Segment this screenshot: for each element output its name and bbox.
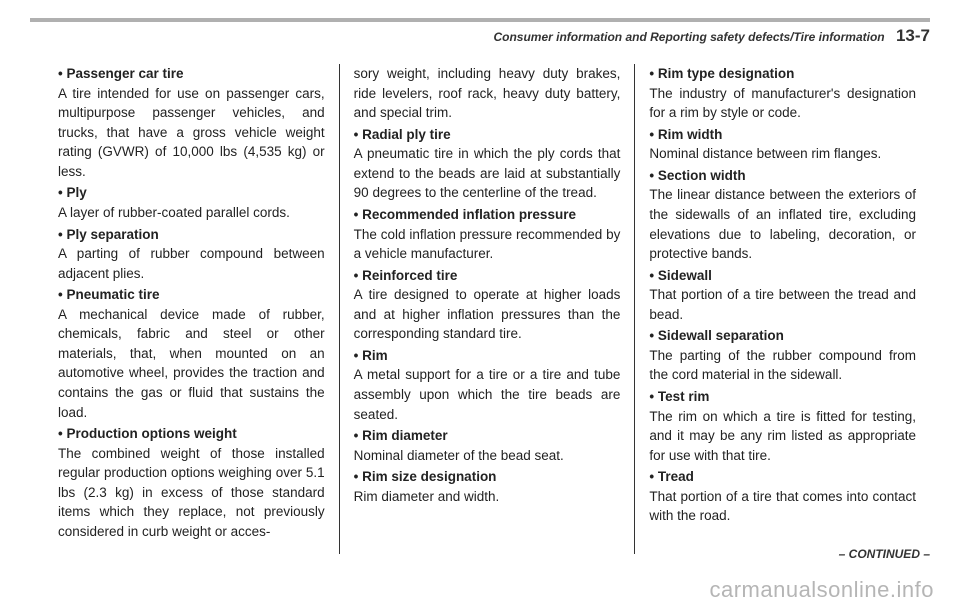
term: Rim bbox=[354, 346, 621, 366]
term: Ply separation bbox=[58, 225, 325, 245]
term: Radial ply tire bbox=[354, 125, 621, 145]
term: Rim size designation bbox=[354, 467, 621, 487]
content-columns: Passenger car tire A tire intended for u… bbox=[30, 64, 930, 554]
definition: Rim diameter and width. bbox=[354, 487, 621, 507]
definition: That portion of a tire between the tread… bbox=[649, 285, 916, 324]
watermark: carmanualsonline.info bbox=[709, 577, 934, 603]
definition: Nominal distance between rim flanges. bbox=[649, 144, 916, 164]
definition: A tire designed to operate at higher loa… bbox=[354, 285, 621, 344]
term: Pneumatic tire bbox=[58, 285, 325, 305]
term: Sidewall separation bbox=[649, 326, 916, 346]
manual-page: Consumer information and Reporting safet… bbox=[0, 0, 960, 611]
definition: The cold inflation pressure recommended … bbox=[354, 225, 621, 264]
term: Tread bbox=[649, 467, 916, 487]
term: Section width bbox=[649, 166, 916, 186]
definition: A parting of rubber compound between adj… bbox=[58, 244, 325, 283]
lead-in-text: sory weight, including heavy duty brakes… bbox=[354, 64, 621, 123]
definition: The parting of the rubber compound from … bbox=[649, 346, 916, 385]
term: Production options weight bbox=[58, 424, 325, 444]
page-header: Consumer information and Reporting safet… bbox=[30, 26, 930, 46]
header-divider bbox=[30, 18, 930, 22]
term: Test rim bbox=[649, 387, 916, 407]
page-number: 13-7 bbox=[896, 26, 930, 45]
definition: A metal support for a tire or a tire and… bbox=[354, 365, 621, 424]
definition: The linear distance between the exterior… bbox=[649, 185, 916, 263]
term: Ply bbox=[58, 183, 325, 203]
definition: That portion of a tire that comes into c… bbox=[649, 487, 916, 526]
term: Passenger car tire bbox=[58, 64, 325, 84]
column-2: sory weight, including heavy duty brakes… bbox=[339, 64, 636, 554]
definition: The combined weight of those installed r… bbox=[58, 444, 325, 542]
definition: A mechanical device made of rubber, chem… bbox=[58, 305, 325, 422]
definition: A tire intended for use on passenger car… bbox=[58, 84, 325, 182]
term: Rim type designation bbox=[649, 64, 916, 84]
continued-label: – CONTINUED – bbox=[839, 547, 930, 561]
column-3: Rim type designation The industry of man… bbox=[635, 64, 930, 554]
definition: The industry of manufacturer's designati… bbox=[649, 84, 916, 123]
column-1: Passenger car tire A tire intended for u… bbox=[30, 64, 339, 554]
term: Recommended inflation pressure bbox=[354, 205, 621, 225]
definition: A layer of rubber-coated parallel cords. bbox=[58, 203, 325, 223]
definition: Nominal diameter of the bead seat. bbox=[354, 446, 621, 466]
definition: A pneumatic tire in which the ply cords … bbox=[354, 144, 621, 203]
term: Sidewall bbox=[649, 266, 916, 286]
section-title: Consumer information and Reporting safet… bbox=[493, 30, 884, 44]
term: Rim diameter bbox=[354, 426, 621, 446]
definition: The rim on which a tire is fitted for te… bbox=[649, 407, 916, 466]
term: Reinforced tire bbox=[354, 266, 621, 286]
term: Rim width bbox=[649, 125, 916, 145]
